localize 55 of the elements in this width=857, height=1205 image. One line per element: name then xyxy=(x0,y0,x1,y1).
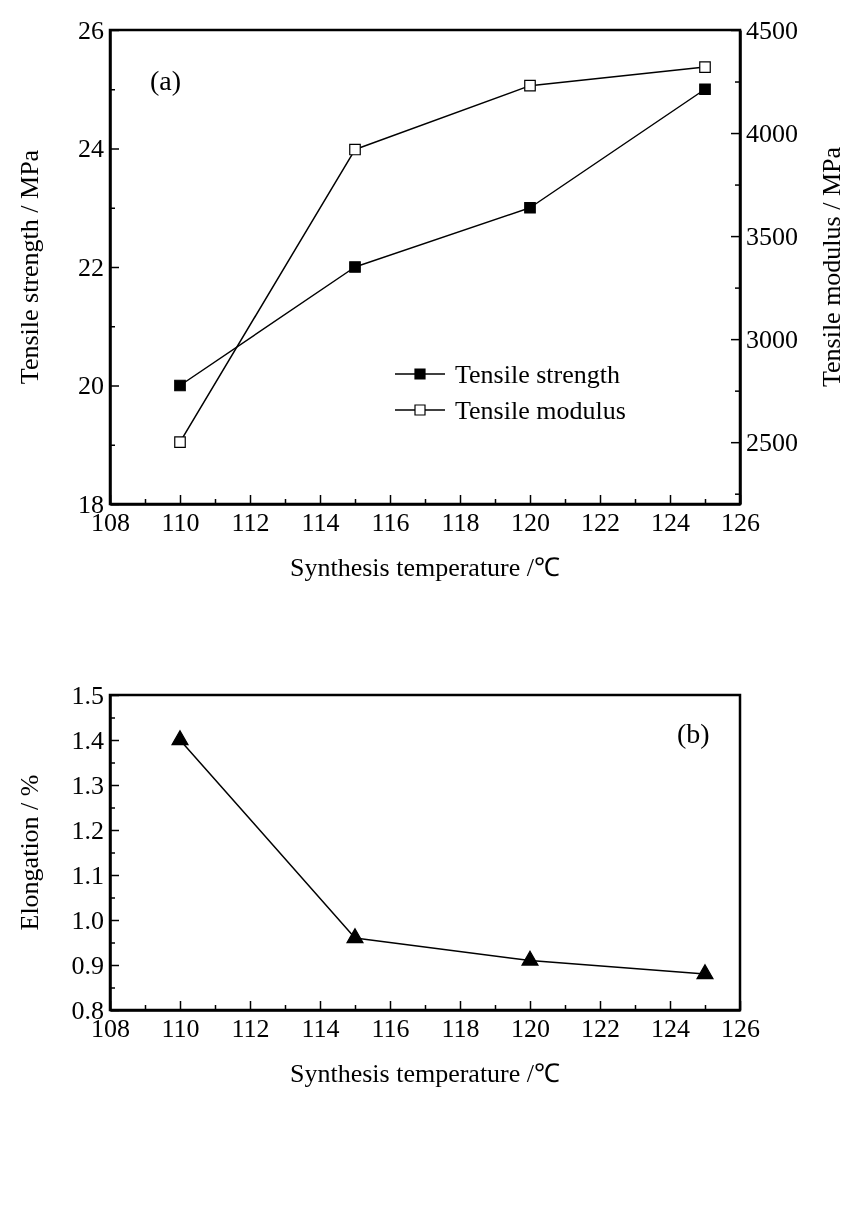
y2-tick-label: 3500 xyxy=(746,221,798,251)
y2-axis-title: Tensile modulus / MPa xyxy=(817,146,846,388)
x-tick-label: 114 xyxy=(301,508,340,538)
point xyxy=(521,950,539,966)
annotation: (a) xyxy=(150,64,182,96)
y-tick-label: 1.5 xyxy=(71,680,104,710)
y2-tick-label: 3000 xyxy=(746,324,798,354)
x-tick-label: 116 xyxy=(371,508,410,538)
x-tick-label: 126 xyxy=(721,508,760,538)
y-tick-label: 26 xyxy=(78,15,104,45)
annotation: (b) xyxy=(677,717,710,749)
y-tick-label: 24 xyxy=(78,134,104,164)
x-tick-label: 114 xyxy=(301,1014,340,1044)
point xyxy=(349,261,361,273)
legend-label: Tensile strength xyxy=(455,360,620,390)
x-tick-label: 116 xyxy=(371,1014,410,1044)
x-tick-label: 126 xyxy=(721,1014,760,1044)
x-tick-label: 112 xyxy=(231,508,270,538)
y-tick-label: 20 xyxy=(78,371,104,401)
x-tick-label: 122 xyxy=(581,1014,620,1044)
x-tick-label: 124 xyxy=(651,508,690,538)
x-tick-label: 124 xyxy=(651,1014,690,1044)
x-tick-label: 120 xyxy=(511,508,550,538)
x-tick-label: 120 xyxy=(511,1014,550,1044)
x-tick-label: 112 xyxy=(231,1014,270,1044)
point xyxy=(696,964,714,980)
y2-tick-label: 2500 xyxy=(746,427,798,457)
y-tick-label: 0.9 xyxy=(71,950,104,980)
y-tick-label: 1.3 xyxy=(71,770,104,800)
x-axis-title: Synthesis temperature /℃ xyxy=(289,553,561,582)
x-tick-label: 118 xyxy=(441,1014,480,1044)
x-tick-label: 118 xyxy=(441,508,480,538)
x-tick-label: 110 xyxy=(161,1014,200,1044)
point xyxy=(699,61,711,73)
point xyxy=(174,436,186,449)
point xyxy=(171,730,189,746)
x-tick-label: 110 xyxy=(161,508,200,538)
y-tick-label: 22 xyxy=(78,252,104,282)
point xyxy=(174,379,186,392)
y-axis-title: Elongation / % xyxy=(15,774,44,931)
y-axis-title: Tensile strength / MPa xyxy=(15,149,44,385)
point xyxy=(524,201,536,214)
point xyxy=(699,83,711,96)
y-tick-label: 1.4 xyxy=(71,725,104,755)
point xyxy=(524,79,536,92)
y2-tick-label: 4000 xyxy=(746,118,798,148)
legend-label: Tensile modulus xyxy=(455,396,626,426)
y-tick-label: 1.0 xyxy=(71,905,104,935)
x-tick-label: 122 xyxy=(581,508,620,538)
y-tick-label: 1.1 xyxy=(71,860,104,890)
point xyxy=(346,928,364,944)
y2-tick-label: 4500 xyxy=(746,15,798,45)
x-axis-title: Synthesis temperature /℃ xyxy=(289,1059,561,1088)
point xyxy=(349,143,361,156)
y-tick-label: 1.2 xyxy=(71,815,104,845)
